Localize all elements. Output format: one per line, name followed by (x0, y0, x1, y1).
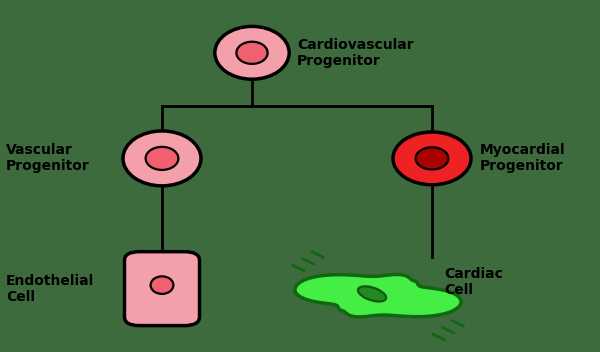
Ellipse shape (151, 276, 173, 294)
Ellipse shape (123, 131, 201, 186)
Ellipse shape (416, 147, 448, 169)
Polygon shape (295, 275, 461, 317)
Text: Cardiovascular
Progenitor: Cardiovascular Progenitor (297, 38, 413, 68)
Text: Endothelial
Cell: Endothelial Cell (6, 274, 94, 304)
Ellipse shape (358, 286, 386, 302)
Text: Cardiac
Cell: Cardiac Cell (444, 266, 503, 297)
Ellipse shape (215, 26, 289, 79)
Ellipse shape (146, 147, 178, 170)
Text: Myocardial
Progenitor: Myocardial Progenitor (480, 143, 566, 174)
Ellipse shape (393, 132, 471, 185)
FancyBboxPatch shape (125, 252, 199, 326)
Text: Vascular
Progenitor: Vascular Progenitor (6, 143, 90, 174)
Ellipse shape (236, 42, 268, 64)
